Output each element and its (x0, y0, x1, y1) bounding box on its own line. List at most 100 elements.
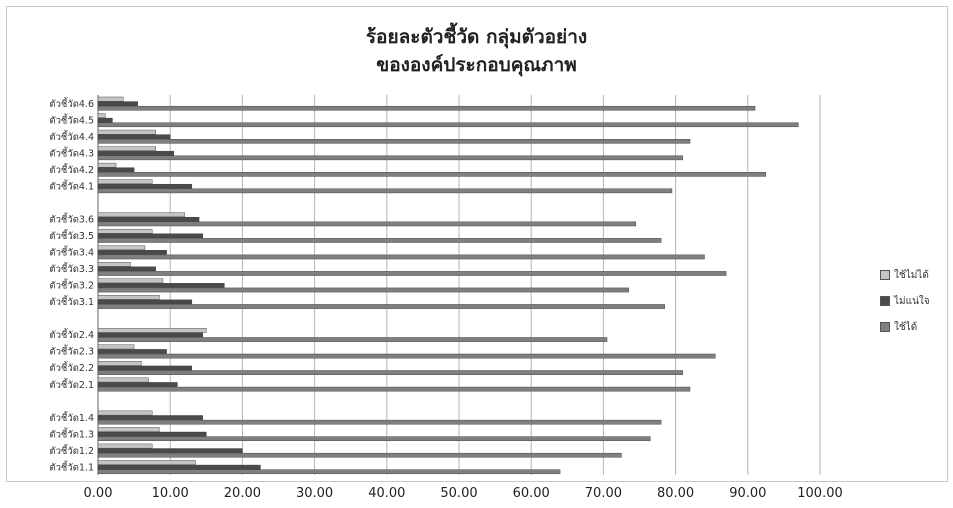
bar-2 (97, 150, 175, 156)
bar-3 (97, 295, 160, 300)
category-label: ตัวชี้วัด3.3 (49, 262, 94, 275)
bar-3 (97, 328, 207, 333)
x-tick-label: 90.00 (729, 486, 766, 501)
category-label: ตัวชี้วัด4.6 (49, 97, 94, 110)
x-tick-label: 60.00 (513, 486, 550, 501)
bar-3 (97, 427, 160, 432)
bar-2 (97, 431, 207, 437)
bar-2 (97, 183, 193, 189)
category-label: ตัวชี้วัด2.4 (49, 328, 94, 341)
category-label: ตัวชี้วัด4.5 (49, 113, 94, 126)
bar-3 (97, 245, 146, 251)
bar-1 (97, 139, 691, 144)
chart-frame (6, 6, 948, 482)
legend-item: ไม่แน่ใจ (880, 288, 930, 314)
bar-1 (97, 370, 684, 375)
bar-1 (97, 188, 673, 194)
category-label: ตัวชี้วัด1.4 (49, 411, 94, 424)
bar-3 (97, 460, 196, 465)
category-label: ตัวชี้วัด3.5 (49, 229, 94, 242)
legend-item: ใช้ไม่ได้ (880, 262, 930, 288)
bar-1 (97, 419, 662, 425)
bar-1 (97, 122, 799, 128)
x-tick-label: 70.00 (585, 486, 622, 501)
chart-title-line1: ร้อยละตัวชี้วัด กลุ่มตัวอย่าง (365, 26, 588, 48)
category-label: ตัวชี้วัด4.4 (49, 130, 94, 143)
bar-3 (97, 129, 156, 135)
bar-1 (97, 172, 767, 177)
bar-2 (97, 464, 261, 470)
bar-2 (97, 101, 138, 106)
bar-1 (97, 238, 662, 243)
category-label: ตัวชี้วัด3.1 (49, 295, 94, 308)
x-tick-label: 30.00 (296, 486, 333, 501)
bar-1 (97, 337, 608, 342)
bar-3 (97, 410, 153, 416)
bar-2 (97, 415, 203, 420)
x-tick-label: 20.00 (224, 486, 261, 501)
bar-3 (97, 278, 164, 284)
bar-3 (97, 377, 149, 383)
legend-swatch (880, 270, 890, 280)
chart-title-line2: ขององค์ประกอบคุณภาพ (376, 54, 577, 76)
bar-2 (97, 382, 178, 387)
x-tick-label: 0.00 (84, 486, 113, 501)
bar-2 (97, 332, 203, 338)
bar-3 (97, 162, 117, 168)
bar-2 (97, 233, 203, 239)
x-tick-label: 50.00 (440, 486, 477, 501)
bar-2 (97, 266, 156, 272)
bar-2 (97, 250, 167, 255)
category-label: ตัวชี้วัด1.3 (49, 427, 94, 440)
bar-3 (97, 96, 124, 102)
x-tick-label: 100.00 (797, 486, 843, 501)
bar-1 (97, 304, 665, 309)
bar-3 (97, 146, 156, 151)
category-label: ตัวชี้วัด1.1 (49, 460, 94, 473)
bar-2 (97, 134, 171, 140)
bar-2 (97, 365, 193, 371)
x-tick-label: 10.00 (152, 486, 189, 501)
x-tick-label: 80.00 (657, 486, 694, 501)
legend-item: ใช้ได้ (880, 314, 930, 340)
bar-1 (97, 287, 629, 293)
bar-1 (97, 353, 716, 359)
legend-swatch (880, 296, 890, 306)
bar-3 (97, 212, 185, 218)
category-label: ตัวชี้วัด3.6 (49, 213, 94, 226)
category-label: ตัวชี้วัด4.1 (49, 180, 94, 193)
bar-3 (97, 113, 106, 118)
bar-1 (97, 254, 705, 260)
category-label: ตัวชี้วัด2.2 (49, 361, 94, 374)
chart-legend: ใช้ไม่ได้ไม่แน่ใจใช้ได้ (880, 262, 930, 340)
bar-2 (97, 217, 200, 222)
bar-2 (97, 167, 135, 173)
bar-2 (97, 299, 193, 305)
legend-label: ใช้ได้ (894, 321, 918, 333)
bar-1 (97, 271, 727, 276)
category-label: ตัวชี้วัด4.3 (49, 146, 94, 159)
bar-3 (97, 344, 135, 350)
category-label: ตัวชี้วัด3.4 (49, 246, 94, 259)
bar-1 (97, 155, 684, 161)
bar-3 (97, 228, 153, 234)
category-label: ตัวชี้วัด1.2 (49, 444, 94, 457)
bar-3 (97, 361, 142, 366)
category-label: ตัวชี้วัด4.2 (49, 163, 94, 176)
category-label: ตัวชี้วัด2.3 (49, 345, 94, 358)
bar-3 (97, 443, 153, 449)
bar-1 (97, 386, 691, 392)
bar-2 (97, 117, 113, 123)
bar-1 (97, 452, 622, 458)
bar-2 (97, 349, 167, 354)
bar-3 (97, 262, 131, 267)
bar-2 (97, 283, 225, 288)
category-label: ตัวชี้วัด2.1 (49, 378, 94, 391)
bar-2 (97, 448, 243, 453)
bar-1 (97, 469, 561, 475)
bar-1 (97, 221, 637, 227)
bar-3 (97, 179, 153, 184)
legend-label: ใช้ไม่ได้ (894, 269, 929, 281)
x-tick-label: 40.00 (368, 486, 405, 501)
